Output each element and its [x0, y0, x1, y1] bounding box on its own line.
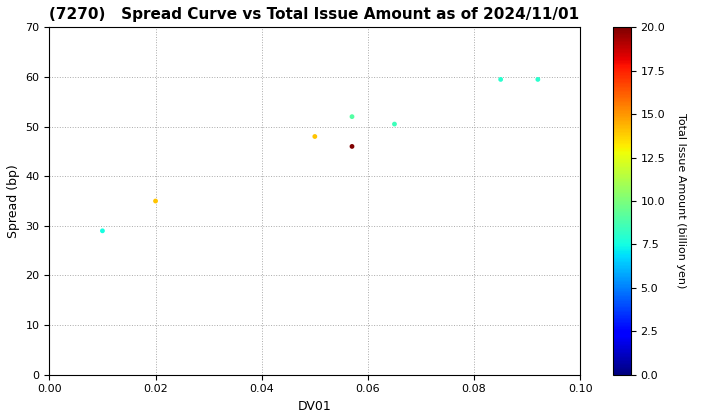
Point — [346, 143, 358, 150]
Point — [96, 228, 108, 234]
Point — [532, 76, 544, 83]
Y-axis label: Total Issue Amount (billion yen): Total Issue Amount (billion yen) — [676, 113, 686, 289]
Point — [495, 76, 506, 83]
Point — [309, 133, 320, 140]
Text: (7270)   Spread Curve vs Total Issue Amount as of 2024/11/01: (7270) Spread Curve vs Total Issue Amoun… — [50, 7, 580, 22]
Point — [389, 121, 400, 127]
X-axis label: DV01: DV01 — [298, 400, 332, 413]
Point — [150, 198, 161, 205]
Y-axis label: Spread (bp): Spread (bp) — [7, 164, 20, 238]
Point — [346, 113, 358, 120]
